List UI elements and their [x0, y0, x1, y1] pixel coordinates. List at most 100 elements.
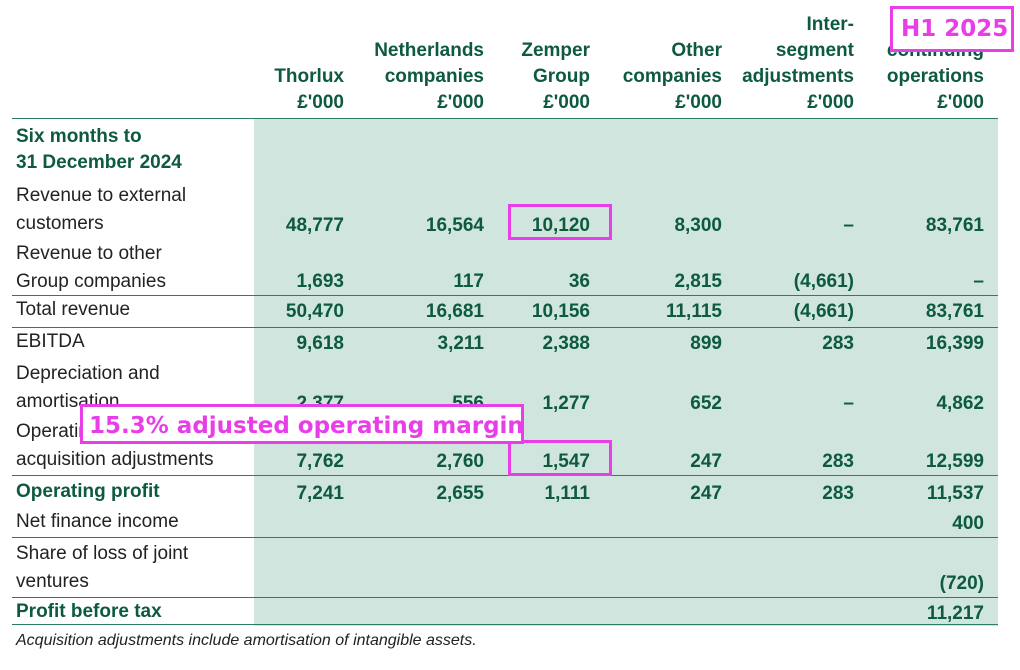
- cell-zemper: 1,111: [544, 483, 590, 504]
- cell-total: 4,862: [936, 393, 984, 414]
- column-header-unit: £'000: [297, 92, 344, 113]
- row-label-line: EBITDA: [16, 331, 85, 352]
- row-divider: [12, 295, 998, 296]
- cell-zemper: 2,388: [542, 333, 590, 354]
- cell-other: 2,815: [674, 271, 722, 292]
- column-header-intersegment: Inter- segment adjustments £'000: [742, 12, 854, 116]
- cell-intersegment: 283: [822, 483, 854, 504]
- cell-thorlux: 1,693: [296, 271, 344, 292]
- row-label-line: Revenue to external: [16, 185, 187, 206]
- column-header-other: Other companies £'000: [623, 38, 722, 116]
- cell-intersegment: (4,661): [793, 301, 854, 322]
- column-header-thorlux: Thorlux £'000: [274, 64, 344, 116]
- cell-netherlands: 16,564: [425, 215, 484, 236]
- column-header-unit: £'000: [675, 92, 722, 113]
- cell-thorlux: 50,470: [285, 301, 344, 322]
- section-title-line-1: Six months to: [16, 126, 142, 147]
- row-label: Revenue to other Group companies: [16, 240, 166, 296]
- cell-intersegment: –: [843, 215, 854, 236]
- cell-other: 247: [690, 483, 722, 504]
- column-header-name-2: companies: [384, 66, 484, 87]
- cell-netherlands: 2,655: [436, 483, 484, 504]
- period-tag: H1 2025: [890, 6, 1014, 52]
- row-divider: [12, 537, 998, 538]
- shaded-value-area: [254, 118, 998, 626]
- row-label-line: ventures: [16, 571, 89, 592]
- column-header-name: Zemper: [521, 40, 590, 61]
- cell-intersegment: –: [843, 393, 854, 414]
- column-header-name: Other: [671, 40, 722, 61]
- column-header-unit: £'000: [937, 92, 984, 113]
- row-label-line: Revenue to other: [16, 243, 162, 264]
- row-label: EBITDA: [16, 328, 85, 356]
- row-label-line: customers: [16, 213, 104, 234]
- cell-other: 11,115: [665, 301, 722, 322]
- cell-netherlands: 16,681: [425, 301, 484, 322]
- cell-thorlux: 7,762: [296, 451, 344, 472]
- cell-intersegment: 283: [822, 451, 854, 472]
- row-label-line: Profit before tax: [16, 601, 162, 622]
- cell-zemper: 1,547: [542, 451, 590, 472]
- row-label: Net finance income: [16, 508, 179, 536]
- cell-other: 247: [690, 451, 722, 472]
- cell-intersegment: (4,661): [793, 271, 854, 292]
- cell-zemper: 1,277: [542, 393, 590, 414]
- column-header-name: Thorlux: [274, 66, 344, 87]
- cell-zemper: 10,120: [531, 215, 590, 236]
- row-label-line: Total revenue: [16, 299, 131, 320]
- row-label-line: Group companies: [16, 271, 166, 292]
- cell-netherlands: 117: [453, 271, 484, 292]
- row-label-line: Depreciation and: [16, 363, 160, 384]
- highlight-box-zemper-revenue: [508, 204, 612, 240]
- column-header-name-2: operations: [886, 66, 984, 87]
- cell-intersegment: 283: [822, 333, 854, 354]
- column-header-name-2: adjustments: [742, 66, 854, 87]
- row-divider: [12, 327, 998, 328]
- cell-other: 899: [690, 333, 722, 354]
- cell-total: 12,599: [925, 451, 984, 472]
- cell-zemper: 36: [568, 271, 590, 292]
- column-header-unit: £'000: [437, 92, 484, 113]
- cell-total: 11,217: [926, 603, 984, 624]
- cell-zemper: 10,156: [531, 301, 590, 322]
- row-label-line: Net finance income: [16, 511, 179, 532]
- cell-thorlux: 7,241: [296, 483, 344, 504]
- cell-other: 8,300: [674, 215, 722, 236]
- row-divider: [12, 475, 998, 476]
- cell-total: 83,761: [925, 301, 984, 322]
- cell-total: (720): [939, 573, 984, 594]
- row-divider: [12, 597, 998, 598]
- row-label: Revenue to external customers: [16, 182, 186, 238]
- row-label-line: Share of loss of joint: [16, 543, 189, 564]
- row-label: Share of loss of joint ventures: [16, 540, 188, 596]
- row-label: Profit before tax: [16, 598, 162, 626]
- section-title: Six months to 31 December 2024: [16, 124, 182, 176]
- footnote: Acquisition adjustments include amortisa…: [16, 632, 477, 649]
- column-header-name-0: Inter-: [806, 14, 855, 35]
- row-label: Operating profit: [16, 478, 160, 506]
- row-label: Total revenue: [16, 296, 130, 324]
- margin-note: 15.3% adjusted operating margin: [80, 404, 524, 444]
- cell-netherlands: 2,760: [436, 451, 484, 472]
- column-header-name: Netherlands: [374, 40, 484, 61]
- header-divider: [12, 118, 998, 119]
- cell-other: 652: [690, 393, 722, 414]
- row-label-line: Operating profit: [16, 481, 160, 502]
- cell-thorlux: 9,618: [296, 333, 344, 354]
- cell-netherlands: 3,211: [437, 333, 485, 354]
- column-header-name: segment: [775, 40, 854, 61]
- cell-thorlux: 48,777: [285, 215, 344, 236]
- cell-total: 83,761: [925, 215, 984, 236]
- column-header-unit: £'000: [543, 92, 590, 113]
- cell-total: 400: [952, 513, 984, 534]
- column-header-netherlands: Netherlands companies £'000: [374, 38, 484, 116]
- column-header-zemper: Zemper Group £'000: [521, 38, 590, 116]
- column-header-unit: £'000: [807, 92, 854, 113]
- row-label-line: acquisition adjustments: [16, 449, 214, 470]
- column-header-name-2: companies: [622, 66, 722, 87]
- section-title-line-2: 31 December 2024: [16, 152, 182, 173]
- cell-total: 11,537: [926, 483, 984, 504]
- cell-total: 16,399: [925, 333, 984, 354]
- table-bottom-rule: [12, 624, 998, 625]
